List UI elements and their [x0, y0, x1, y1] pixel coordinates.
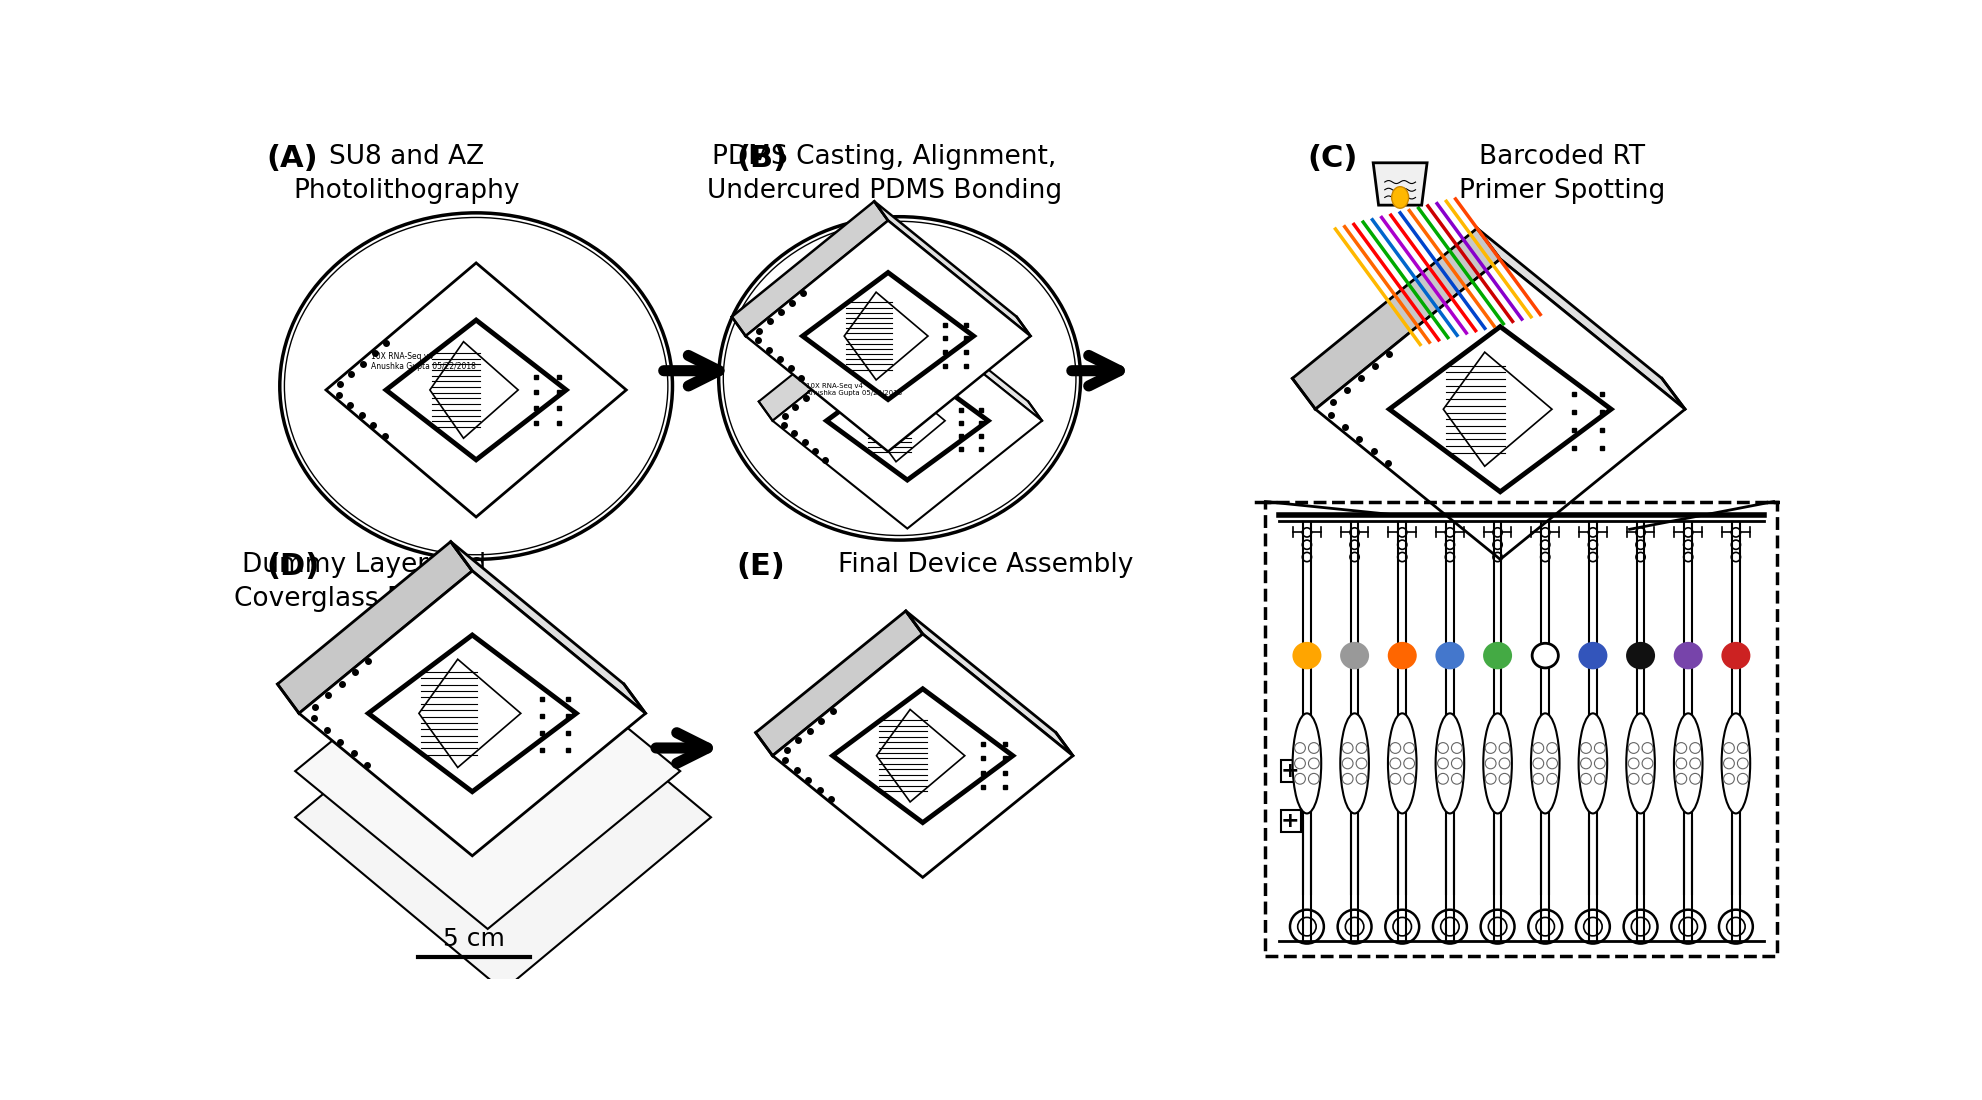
- Text: 10X RNA-Seq v4
Anushka Gupta 05/22/2018: 10X RNA-Seq v4 Anushka Gupta 05/22/2018: [807, 383, 902, 396]
- Text: SU8 and AZ
Photolithography: SU8 and AZ Photolithography: [293, 143, 519, 204]
- Polygon shape: [731, 201, 888, 337]
- Text: PDMS Casting, Alignment,
Undercured PDMS Bonding: PDMS Casting, Alignment, Undercured PDMS…: [706, 143, 1060, 204]
- Ellipse shape: [1437, 644, 1463, 668]
- Text: 10X RNA-Seq v4
Anushka Gupta 05/22/2018: 10X RNA-Seq v4 Anushka Gupta 05/22/2018: [371, 352, 476, 371]
- Polygon shape: [325, 263, 626, 517]
- Polygon shape: [295, 645, 712, 990]
- Polygon shape: [1372, 163, 1427, 205]
- Polygon shape: [755, 610, 922, 756]
- Polygon shape: [745, 220, 1031, 451]
- Text: Final Device Assembly: Final Device Assembly: [838, 552, 1134, 578]
- Ellipse shape: [1340, 644, 1368, 668]
- Text: (C): (C): [1306, 143, 1358, 173]
- Text: +: +: [1280, 761, 1298, 781]
- Text: +: +: [1280, 811, 1298, 832]
- Polygon shape: [759, 294, 908, 420]
- Ellipse shape: [1292, 644, 1320, 668]
- Ellipse shape: [1532, 644, 1558, 668]
- Ellipse shape: [1627, 644, 1653, 668]
- Ellipse shape: [1673, 713, 1703, 814]
- Polygon shape: [874, 201, 1031, 337]
- Ellipse shape: [1340, 713, 1368, 814]
- Polygon shape: [906, 610, 1072, 756]
- Bar: [1280, 811, 1300, 832]
- Polygon shape: [773, 634, 1072, 878]
- Polygon shape: [299, 571, 646, 856]
- Polygon shape: [1314, 258, 1685, 559]
- Ellipse shape: [1578, 713, 1605, 814]
- Text: (B): (B): [735, 143, 787, 173]
- Ellipse shape: [1530, 713, 1558, 814]
- Text: (D): (D): [266, 552, 319, 581]
- Ellipse shape: [1675, 644, 1701, 668]
- Polygon shape: [773, 312, 1043, 529]
- Ellipse shape: [1389, 644, 1415, 668]
- Polygon shape: [1292, 229, 1500, 409]
- Polygon shape: [450, 541, 646, 713]
- Polygon shape: [1477, 229, 1685, 409]
- Ellipse shape: [1485, 644, 1510, 668]
- Bar: [1280, 760, 1300, 782]
- Ellipse shape: [1483, 713, 1510, 814]
- Text: (E): (E): [735, 552, 785, 581]
- Text: (A): (A): [266, 143, 319, 173]
- Text: Barcoded RT
Primer Spotting: Barcoded RT Primer Spotting: [1459, 143, 1665, 204]
- Ellipse shape: [1435, 713, 1463, 814]
- Bar: [1265, 502, 1776, 956]
- Polygon shape: [295, 614, 680, 928]
- Ellipse shape: [1625, 713, 1655, 814]
- Ellipse shape: [1387, 713, 1415, 814]
- Ellipse shape: [1292, 713, 1320, 814]
- Ellipse shape: [1391, 187, 1407, 208]
- Text: 5 cm: 5 cm: [444, 927, 505, 952]
- Polygon shape: [277, 541, 472, 713]
- Text: Dummy Layer and
Coverglass Bonding: Dummy Layer and Coverglass Bonding: [234, 552, 496, 612]
- Ellipse shape: [1720, 713, 1750, 814]
- Ellipse shape: [1722, 644, 1748, 668]
- Ellipse shape: [1580, 644, 1605, 668]
- Polygon shape: [894, 294, 1043, 420]
